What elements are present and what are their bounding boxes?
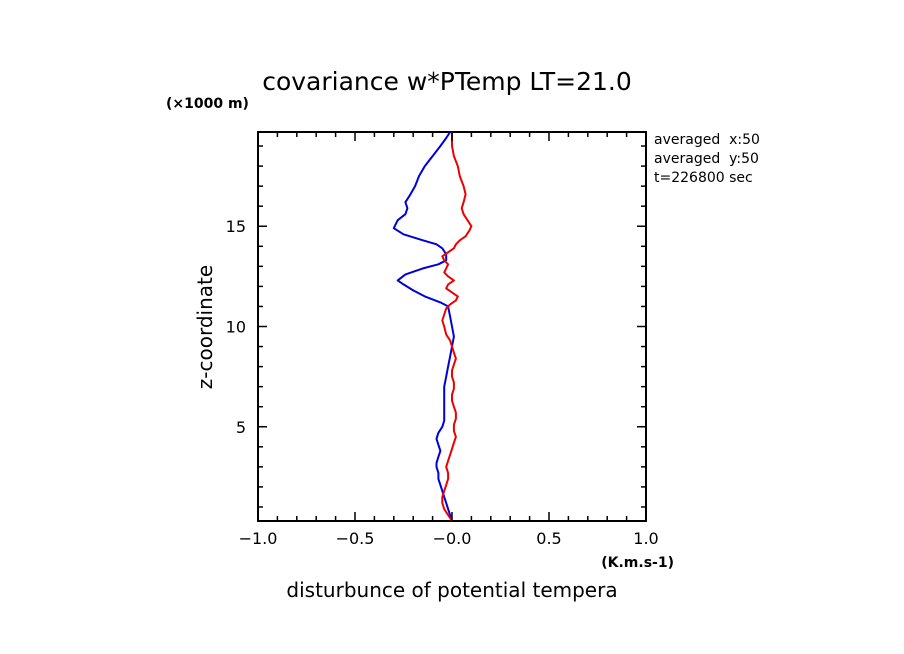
y-tick-label: 10 — [226, 318, 246, 337]
ticks-layer: −1.0 −0.5 −0.0 0.5 1.0 5 10 15 — [226, 132, 659, 548]
annotation-averaged-x: averaged x:50 — [654, 132, 760, 148]
annotation-time: t=226800 sec — [654, 170, 753, 186]
x-tick-label: 1.0 — [633, 529, 658, 548]
chart-title: covariance w*PTemp LT=21.0 — [262, 67, 632, 96]
x-tick-label: −1.0 — [239, 529, 278, 548]
series-line-blue — [392, 131, 455, 522]
x-unit-label: (K.m.s-1) — [601, 555, 674, 571]
y-tick-label: 5 — [236, 418, 246, 437]
annotation-averaged-y: averaged y:50 — [654, 151, 759, 167]
series-layer — [392, 131, 473, 522]
series-line-red — [441, 132, 473, 522]
y-axis-label: z-coordinate — [193, 265, 217, 389]
x-tick-label: −0.5 — [336, 529, 375, 548]
x-tick-label: −0.0 — [433, 529, 472, 548]
y-unit-label: (×1000 m) — [166, 96, 249, 112]
y-tick-label: 15 — [226, 217, 246, 236]
x-axis-label: disturbunce of potential tempera — [286, 578, 617, 602]
x-tick-label: 0.5 — [536, 529, 561, 548]
